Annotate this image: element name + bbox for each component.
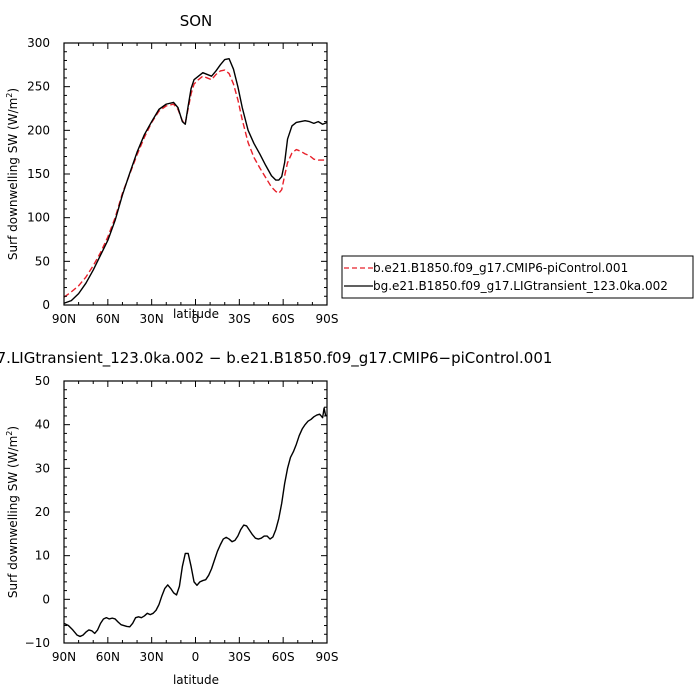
bottom-plot-content	[63, 407, 328, 638]
bottom-y-axis-label: Surf downwelling SW (W/m2)	[5, 426, 20, 598]
top-y-axis-label-superscript: 2	[5, 93, 14, 98]
top-y-axis-label: Surf downwelling SW (W/m2)	[5, 88, 20, 260]
bottom-y-tick-label: −10	[25, 636, 50, 650]
legend-label-lig: bg.e21.B1850.f09_g17.LIGtransient_123.0k…	[373, 279, 668, 293]
bottom-series-line-0	[63, 407, 328, 638]
bottom-x-tick-label: 30N	[140, 650, 164, 664]
top-plot-content	[63, 58, 328, 304]
legend-box	[341, 255, 694, 299]
bottom-x-tick-label: 0	[192, 650, 200, 664]
top-y-axis-label-close: )	[6, 88, 20, 93]
top-x-tick-label: 30S	[228, 312, 251, 326]
top-series-line-0	[63, 69, 327, 298]
top-x-tick-label: 60S	[272, 312, 295, 326]
bottom-x-tick-label: 60S	[272, 650, 295, 664]
bottom-y-axis-label-superscript: 2	[5, 431, 14, 436]
bottom-y-tick-label: 10	[35, 549, 50, 563]
top-y-tick-label: 100	[27, 211, 50, 225]
top-y-tick-label: 300	[27, 36, 50, 50]
bottom-y-axis-label-close: )	[6, 426, 20, 431]
bottom-panel: bg.e21.B1850.f09_g17.LIGtransient_123.0k…	[0, 349, 552, 687]
top-chart-title: SON	[180, 12, 213, 30]
bottom-x-tick-label: 90N	[52, 650, 76, 664]
top-x-axis-label: latitude	[173, 307, 219, 321]
bottom-x-tick-label: 90S	[316, 650, 339, 664]
top-series-line-1	[63, 58, 328, 304]
top-x-tick-label: 90N	[52, 312, 76, 326]
bottom-axes: 90N 60N 30N 0 30S 60S 90S −10 0 10 20 30 40 50	[25, 374, 339, 664]
bottom-y-tick-label: 50	[35, 374, 50, 388]
bottom-y-axis-label-main: Surf downwelling SW (W/m	[6, 436, 20, 598]
top-x-tick-label: 30N	[140, 312, 164, 326]
top-x-tick-label: 60N	[96, 312, 120, 326]
top-panel: SON 90N 60N 30N 0 30S 60S 90S 0 50 100 150 200 250 30…	[5, 12, 338, 326]
legend-label-control: b.e21.B1850.f09_g17.CMIP6-piControl.001	[373, 261, 628, 275]
top-y-tick-label: 0	[42, 298, 50, 312]
top-axes: 90N 60N 30N 0 30S 60S 90S 0 50 100 150 200 250 300	[27, 36, 338, 326]
bottom-y-tick-label: 20	[35, 505, 50, 519]
bottom-y-tick-label: 30	[35, 461, 50, 475]
bottom-chart-title: bg.e21.B1850.f09_g17.LIGtransient_123.0k…	[0, 349, 552, 368]
bottom-y-tick-label: 40	[35, 418, 50, 432]
top-y-tick-label: 150	[27, 167, 50, 181]
legend: b.e21.B1850.f09_g17.CMIP6-piControl.001 …	[341, 255, 694, 299]
top-y-tick-label: 200	[27, 123, 50, 137]
bottom-x-tick-label: 60N	[96, 650, 120, 664]
bottom-y-tick-label: 0	[42, 592, 50, 606]
top-x-tick-label: 0	[192, 312, 200, 326]
top-y-tick-label: 250	[27, 80, 50, 94]
top-x-tick-label: 90S	[316, 312, 339, 326]
top-y-tick-label: 50	[35, 254, 50, 268]
bottom-x-axis-label: latitude	[173, 673, 219, 687]
bottom-x-tick-label: 30S	[228, 650, 251, 664]
bottom-plot-frame	[63, 380, 328, 644]
top-y-axis-label-main: Surf downwelling SW (W/m	[6, 98, 20, 260]
